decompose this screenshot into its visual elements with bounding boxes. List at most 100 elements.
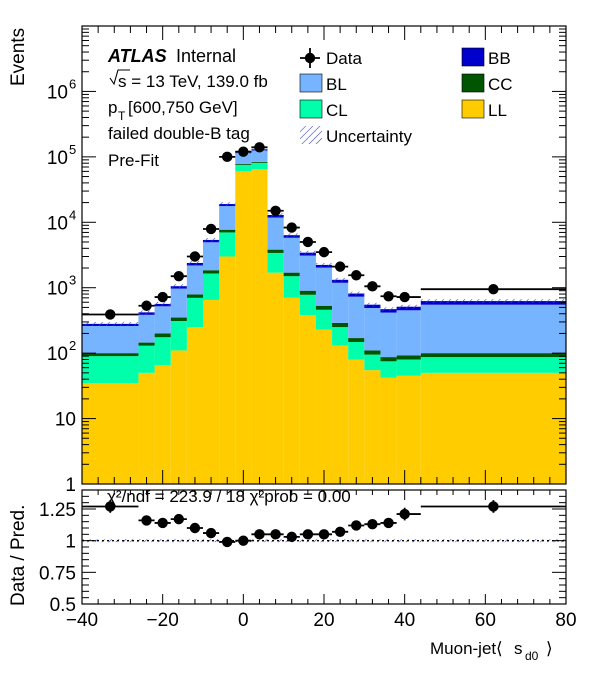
svg-text:Uncertainty: Uncertainty xyxy=(326,127,412,146)
svg-text:2: 2 xyxy=(69,338,76,353)
ratio-point-15 xyxy=(364,519,381,530)
bar-bl-bin-7 xyxy=(235,152,252,165)
bar-ll-bin-9 xyxy=(267,272,284,484)
y-tick-label-6: 10 6 xyxy=(47,76,76,103)
x-tick-label-2: 0 xyxy=(238,610,249,631)
data-point-1 xyxy=(138,300,155,311)
bar-ll-bin-18 xyxy=(420,372,566,484)
svg-text:5: 5 xyxy=(69,142,76,157)
bar-bl-bin-5 xyxy=(203,242,220,271)
bar-cc-bin-11 xyxy=(299,290,316,295)
data-point-10 xyxy=(283,222,300,233)
data-point-15 xyxy=(364,281,381,292)
legend-cc: CC xyxy=(461,73,513,94)
bar-bl-bin-14 xyxy=(348,296,365,339)
bar-bl-bin-12 xyxy=(315,267,333,306)
y-tick-label-1: 10 xyxy=(55,410,76,431)
ratio-points xyxy=(82,500,566,548)
bar-ll-bin-13 xyxy=(332,345,349,484)
bar-cl-bin-0 xyxy=(82,356,139,383)
data-point-2 xyxy=(154,291,171,303)
ratio-point-16 xyxy=(380,517,397,529)
ratio-point-14 xyxy=(348,520,365,531)
ratio-point-0 xyxy=(82,500,139,513)
uncertainty-bin-14 xyxy=(348,291,365,296)
ratio-point-7 xyxy=(235,535,252,546)
bar-ll-bin-5 xyxy=(203,299,220,484)
bar-ll-bin-16 xyxy=(380,377,397,484)
atlas-status: Internal xyxy=(176,46,236,66)
svg-text:10: 10 xyxy=(47,279,68,300)
ratio-point-6 xyxy=(219,536,236,548)
ratio-point-11 xyxy=(299,529,316,540)
uncertainty-bin-13 xyxy=(332,277,349,282)
svg-text:LL: LL xyxy=(488,101,507,120)
legend-data: Data xyxy=(300,48,362,68)
svg-text:s = 13 TeV, 139.0 fb: s = 13 TeV, 139.0 fb xyxy=(118,72,268,91)
svg-text:4: 4 xyxy=(69,207,76,222)
svg-text:3: 3 xyxy=(69,273,76,288)
bar-cl-bin-4 xyxy=(186,297,203,328)
uncertainty-bin-11 xyxy=(299,250,316,255)
ratio-stat-text: χ²/ndf = 223.9 / 18 χ²prob = 0.00 xyxy=(107,487,351,506)
bar-cl-bin-16 xyxy=(380,361,397,378)
bar-cc-bin-7 xyxy=(235,164,252,166)
uncertainty-bin-3 xyxy=(170,284,187,289)
svg-text:CC: CC xyxy=(488,75,513,94)
atlas-label: ATLAS xyxy=(107,46,167,66)
svg-text:T: T xyxy=(118,109,126,123)
svg-text:s: s xyxy=(514,639,523,658)
bar-ll-bin-0 xyxy=(82,382,139,484)
data-point-13 xyxy=(332,261,349,272)
uncertainty-bin-4 xyxy=(186,261,203,265)
data-point-6 xyxy=(219,151,236,163)
bar-ll-bin-11 xyxy=(299,315,316,484)
bar-cl-bin-7 xyxy=(235,165,252,172)
svg-text:⟨: ⟨ xyxy=(496,639,503,658)
data-point-17 xyxy=(396,291,421,303)
bar-cc-bin-10 xyxy=(283,272,300,277)
bar-cc-bin-1 xyxy=(138,342,155,346)
bar-cc-bin-5 xyxy=(203,270,220,274)
bar-cl-bin-18 xyxy=(420,357,566,373)
ratio-y-tick-label-0: 0.5 xyxy=(50,595,76,616)
svg-text:[600,750 GeV]: [600,750 GeV] xyxy=(128,98,238,117)
y-tick-label-2: 10 2 xyxy=(47,338,76,365)
pt-range-annotation: p T [600,750 GeV] xyxy=(108,98,238,123)
bar-cc-bin-12 xyxy=(315,305,333,310)
data-point-8 xyxy=(251,142,268,153)
svg-text:BL: BL xyxy=(326,75,347,94)
bar-bl-bin-15 xyxy=(364,307,381,351)
x-tick-label-4: 40 xyxy=(394,610,415,631)
data-point-7 xyxy=(235,146,252,157)
bar-cc-bin-6 xyxy=(219,229,236,233)
bar-bl-bin-10 xyxy=(283,237,300,273)
bar-cl-bin-15 xyxy=(364,354,381,371)
bar-cl-bin-12 xyxy=(315,309,333,330)
data-point-18 xyxy=(420,283,566,295)
svg-text:10: 10 xyxy=(47,344,68,365)
data-point-3 xyxy=(170,270,187,282)
x-tick-label-0: −40 xyxy=(66,610,98,631)
ratio-point-8 xyxy=(251,529,268,540)
main-x-ticks xyxy=(81,26,567,484)
data-point-14 xyxy=(348,270,365,281)
bar-bl-bin-6 xyxy=(219,206,236,230)
bar-cl-bin-5 xyxy=(203,273,220,300)
uncertainty-bin-1 xyxy=(138,310,155,315)
bar-cl-bin-2 xyxy=(154,337,171,366)
uncertainty-bin-12 xyxy=(315,263,333,267)
svg-text:10: 10 xyxy=(55,410,76,431)
bar-ll-bin-8 xyxy=(251,169,268,484)
svg-text:d0: d0 xyxy=(525,649,539,663)
svg-text:p: p xyxy=(108,98,117,117)
data-point-12 xyxy=(315,246,333,258)
bar-cc-bin-0 xyxy=(82,353,139,357)
ratio-uncertainty-band xyxy=(82,539,566,543)
bar-bl-bin-11 xyxy=(299,255,316,291)
y-tick-label-4: 10 4 xyxy=(47,207,76,234)
tag-annotation: failed double-B tag xyxy=(108,124,250,143)
svg-text:10: 10 xyxy=(47,213,68,234)
